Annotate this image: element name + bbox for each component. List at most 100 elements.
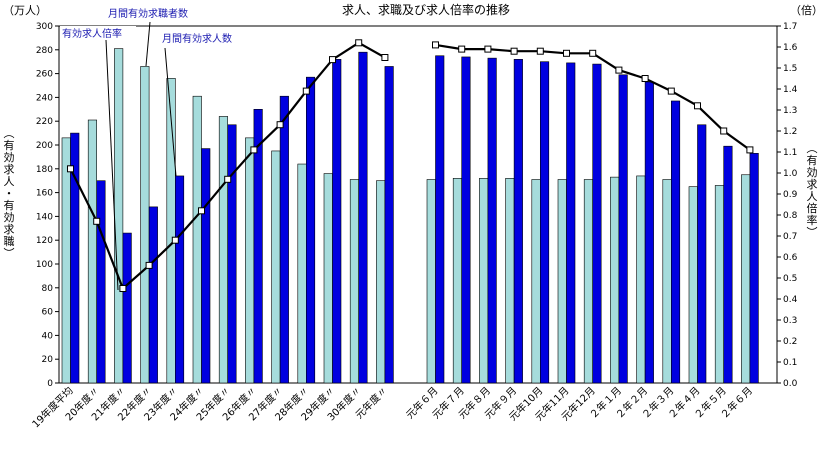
bar-openings — [461, 56, 471, 384]
bar-openings — [435, 55, 445, 384]
bar-seekers — [662, 179, 672, 384]
bars — [61, 48, 759, 384]
bar-seekers — [583, 179, 594, 384]
ratio-point — [276, 121, 284, 129]
left-tick-label: 300 — [36, 22, 53, 32]
bar-seekers — [323, 173, 333, 384]
right-tick-label: 0.2 — [783, 337, 797, 347]
bar-openings — [201, 148, 211, 384]
ratio-point — [302, 87, 310, 95]
left-tick-label: 140 — [36, 212, 53, 222]
annotations: 有効求人倍率 月間有効求職者数 月間有効求人数 — [60, 7, 232, 291]
bar-seekers — [557, 179, 567, 384]
left-axis-title: 職 — [4, 235, 15, 248]
right-tick-label: 0.3 — [783, 316, 797, 326]
annotation-leader-ratio — [105, 39, 119, 291]
right-tick-label: 0.0 — [783, 379, 798, 389]
right-tick-label: 1.2 — [783, 127, 797, 137]
ratio-lines — [67, 39, 754, 292]
right-tick-label: 1.5 — [783, 64, 797, 74]
bar-seekers — [426, 179, 436, 384]
right-tick-label: 1.3 — [783, 106, 797, 116]
left-axis-title: ・ — [4, 187, 15, 200]
ratio-point — [329, 56, 336, 64]
ratio-point — [93, 217, 101, 225]
bar-openings — [644, 81, 654, 384]
ratio-point — [589, 49, 597, 57]
bar-openings — [358, 51, 368, 384]
bar-seekers — [218, 116, 228, 384]
bar-openings — [175, 175, 185, 384]
bar-openings — [148, 206, 158, 384]
right-tick-label: 1.7 — [783, 22, 797, 32]
category-labels: 19年度平均20年度〃21年度〃22年度〃23年度〃24年度〃25年度〃26年度… — [29, 384, 755, 430]
bar-openings — [384, 66, 394, 384]
right-axis-title: 求 — [807, 178, 818, 191]
left-tick-label: 0 — [47, 379, 53, 389]
ratio-point — [536, 47, 544, 55]
left-tick-label: 180 — [36, 165, 53, 175]
bar-openings — [227, 124, 237, 384]
bar-openings — [566, 62, 576, 384]
right-tick-label: 0.8 — [783, 211, 798, 221]
left-tick-label: 20 — [42, 355, 54, 365]
bar-openings — [305, 76, 316, 384]
right-axis: 0.0 0.1 0.2 0.3 0.4 0.5 0.6 0.7 0.8 0.9 1.0 1.1 1.2 1… — [777, 22, 798, 389]
right-tick-label: 1.0 — [783, 169, 798, 179]
chart-title: 求人、求職及び求人倍率の推移 — [342, 2, 510, 17]
annotation-leader-seekers — [145, 21, 151, 67]
bar-seekers — [376, 180, 386, 384]
ratio-point — [484, 45, 492, 53]
bar-seekers — [61, 137, 71, 384]
ratio-point — [510, 47, 518, 55]
bar-seekers — [688, 186, 698, 384]
ratio-point — [432, 41, 439, 49]
bar-seekers — [87, 119, 97, 384]
left-axis-title: 効 — [4, 150, 15, 164]
left-axis-title: 効 — [4, 210, 15, 224]
right-axis-title: 人 — [807, 190, 818, 203]
bar-openings — [539, 61, 550, 384]
bar-openings — [70, 132, 80, 384]
ratio-point — [119, 285, 127, 292]
right-unit-label: （倍） — [790, 3, 823, 17]
ratio-point — [563, 49, 570, 57]
ratio-point — [145, 261, 153, 269]
right-axis-title: ︵ — [807, 142, 818, 155]
left-axis-title: 求 — [4, 163, 15, 176]
right-tick-label: 0.1 — [783, 358, 797, 368]
right-tick-label: 0.5 — [783, 274, 797, 284]
bar-seekers — [714, 185, 725, 384]
bar-openings — [122, 232, 132, 384]
category-label: 19年度平均 — [29, 384, 75, 430]
left-axis-title: 人 — [4, 175, 15, 188]
bar-openings — [487, 57, 497, 384]
annotation-seekers: 月間有効求職者数 — [108, 7, 188, 20]
ratio-point — [746, 146, 754, 154]
left-axis-title: ︶ — [4, 247, 15, 260]
bar-seekers — [479, 178, 489, 384]
right-axis-title: 有 — [807, 153, 818, 167]
bar-seekers — [452, 178, 463, 384]
right-axis-title: ︶ — [807, 226, 818, 239]
left-tick-label: 80 — [42, 284, 54, 294]
bar-seekers — [271, 150, 281, 384]
ratio-point — [641, 75, 649, 82]
ratio-point — [171, 236, 179, 244]
ratio-point — [250, 146, 258, 154]
ratio-point — [694, 102, 701, 110]
bar-seekers — [531, 179, 541, 384]
left-axis-title: 有 — [4, 138, 15, 152]
right-axis-title: 効 — [807, 165, 818, 179]
right-axis-title: 率 — [807, 213, 818, 227]
bar-openings — [332, 59, 342, 384]
right-tick-label: 0.7 — [783, 232, 797, 242]
right-tick-label: 0.6 — [783, 253, 798, 263]
ratio-point — [67, 165, 74, 173]
annotation-openings: 月間有効求人数 — [162, 32, 232, 45]
bar-seekers — [610, 176, 620, 384]
left-axis-title: 求 — [4, 223, 15, 236]
bar-openings — [670, 100, 681, 384]
left-tick-label: 260 — [36, 70, 53, 80]
bar-seekers — [114, 48, 124, 384]
